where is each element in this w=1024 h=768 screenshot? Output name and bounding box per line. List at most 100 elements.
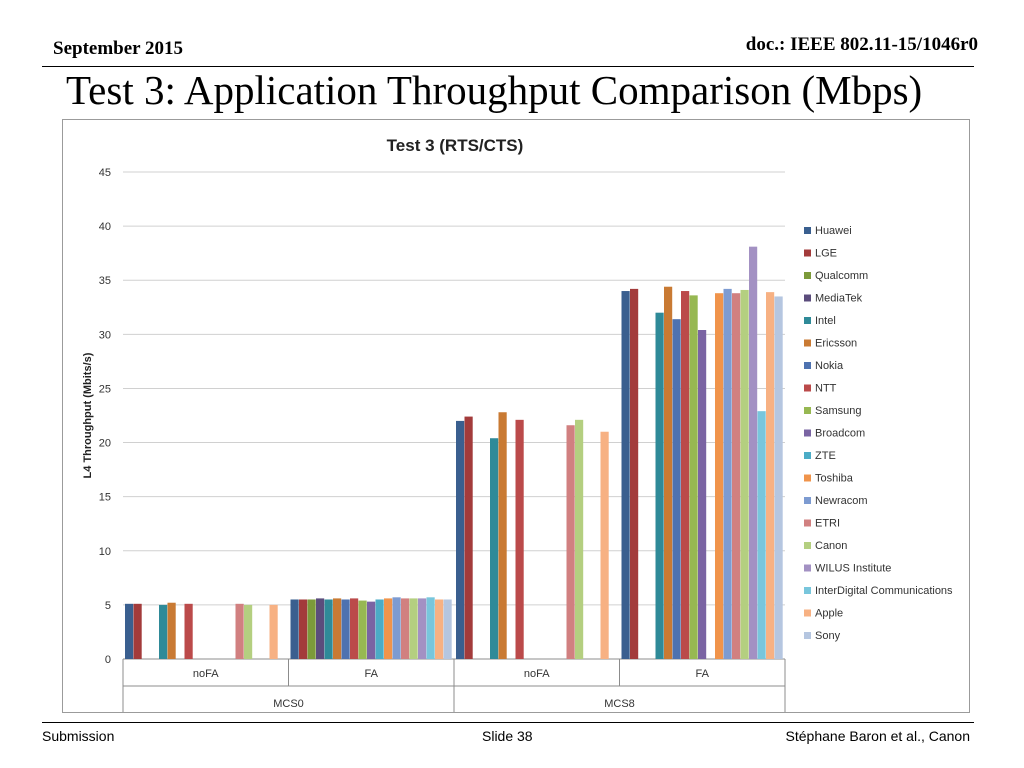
bar-toshiba [715, 293, 724, 659]
x-tick-label: FA [365, 668, 379, 680]
x-tick-label: noFA [524, 668, 550, 680]
bar-ntt [681, 291, 690, 659]
bar-etri [401, 598, 410, 659]
bar-ntt [515, 419, 524, 659]
legend-swatch [804, 429, 811, 437]
legend-swatch [804, 632, 811, 639]
bar-canon [409, 598, 418, 659]
legend-swatch [804, 587, 811, 594]
legend-swatch [804, 339, 811, 347]
bar-lge [133, 603, 142, 659]
chart-frame: Test 3 (RTS/CTS) 0 5 10 15 20 25 30 35 40 45 L4 Thr… [62, 119, 970, 713]
bar-wilus-institute [749, 246, 758, 660]
bar-broadcom [698, 330, 707, 659]
bar-intel [655, 312, 664, 659]
bar-nokia [341, 599, 350, 659]
bar-sony [774, 296, 783, 659]
bar-lge [464, 416, 473, 659]
legend-swatch [804, 407, 811, 414]
y-tick-label: 20 [99, 438, 111, 450]
bar-huawei [290, 599, 299, 659]
x-tick-label: noFA [193, 668, 219, 680]
x-group-label: MCS0 [273, 698, 304, 710]
legend-swatch [804, 384, 811, 392]
bar-intel [490, 438, 499, 659]
header-divider [42, 66, 974, 67]
bar-sony [443, 599, 452, 659]
y-tick-label: 45 [99, 167, 111, 179]
footer-slide-number: Slide 38 [482, 728, 533, 744]
bar-apple [600, 431, 609, 659]
legend-swatch [804, 317, 811, 324]
legend-label: Newracom [815, 495, 868, 507]
chart-title: Test 3 (RTS/CTS) [387, 136, 524, 155]
legend-label: Intel [815, 315, 836, 327]
legend-label: Apple [815, 608, 843, 620]
header-date: September 2015 [53, 38, 183, 59]
y-tick-label: 10 [99, 546, 111, 558]
bar-etri [566, 425, 575, 659]
bar-interdigital-communications [757, 411, 766, 659]
bar-huawei [456, 420, 465, 659]
legend-swatch [804, 294, 811, 302]
legend-label: Ericsson [815, 338, 857, 350]
legend-swatch [804, 497, 811, 504]
bar-huawei [125, 603, 134, 659]
legend-label: LGE [815, 248, 837, 260]
legend-label: Qualcomm [815, 270, 868, 282]
bar-newracom [723, 288, 732, 659]
legend-swatch [804, 227, 811, 234]
footer-divider [42, 722, 974, 723]
bar-etri [732, 293, 741, 659]
legend-label: Canon [815, 540, 847, 552]
legend-swatch [804, 272, 811, 279]
legend-label: Huawei [815, 225, 852, 237]
bar-ericsson [498, 412, 507, 659]
y-tick-label: 30 [99, 329, 111, 341]
legend-swatch [804, 564, 811, 572]
bar-wilus-institute [418, 598, 427, 659]
throughput-bar-chart: Test 3 (RTS/CTS) 0 5 10 15 20 25 30 35 40 45 L4 Thr… [82, 136, 953, 712]
bar-qualcomm [307, 599, 316, 659]
bar-broadcom [367, 601, 376, 659]
footer-author: Stéphane Baron et al., Canon [785, 728, 970, 744]
legend-swatch [804, 519, 811, 527]
y-tick-label: 40 [99, 221, 111, 233]
y-tick-label: 25 [99, 383, 111, 395]
legend-swatch [804, 362, 811, 369]
bar-ericsson [664, 286, 673, 659]
bar-samsung [689, 295, 698, 659]
legend-swatch [804, 249, 811, 257]
bar-etri [235, 603, 244, 659]
y-tick-label: 0 [105, 654, 111, 666]
legend-label: Sony [815, 630, 841, 642]
bar-ntt [184, 603, 193, 659]
bar-nokia [672, 319, 681, 659]
y-tick-label: 15 [99, 492, 111, 504]
bar-apple [269, 604, 278, 659]
bar-toshiba [384, 598, 393, 659]
legend-label: Samsung [815, 405, 861, 417]
bar-lge [299, 599, 308, 659]
header-doc-id: doc.: IEEE 802.11-15/1046r0 [745, 34, 978, 55]
bar-ericsson [333, 598, 342, 659]
legend-swatch [804, 474, 811, 482]
bar-canon [244, 604, 253, 659]
legend-label: InterDigital Communications [815, 585, 953, 597]
legend-label: NTT [815, 383, 837, 395]
legend-label: ETRI [815, 518, 840, 530]
y-axis-label: L4 Throughput (Mbits/s) [82, 352, 94, 478]
bar-huawei [621, 291, 630, 659]
bar-apple [435, 599, 444, 659]
legend-swatch [804, 542, 811, 549]
bar-ntt [350, 598, 359, 659]
legend-label: Nokia [815, 360, 844, 372]
legend-label: Broadcom [815, 428, 865, 440]
x-group-label: MCS8 [604, 698, 635, 710]
bar-newracom [392, 597, 401, 659]
bar-ericsson [167, 602, 176, 659]
bar-zte [375, 599, 384, 659]
y-tick-label: 5 [105, 600, 111, 612]
footer-submission: Submission [42, 728, 115, 744]
bar-apple [766, 292, 775, 659]
